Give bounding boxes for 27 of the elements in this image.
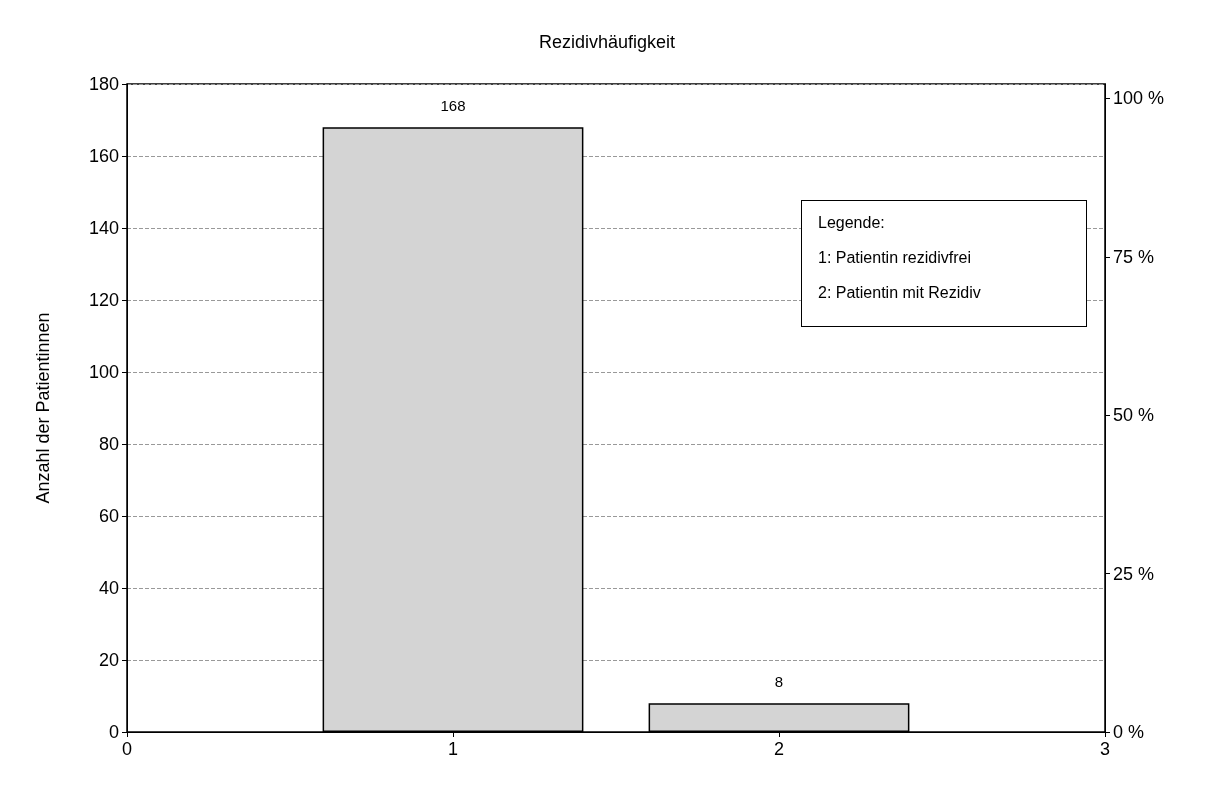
y-tick-label: 100: [88, 362, 119, 382]
y-tick-label: 160: [88, 146, 119, 166]
y-tick-label: 180: [88, 74, 119, 94]
y-tick-label: 40: [98, 578, 119, 598]
chart-title: Rezidivhäufigkeit: [538, 32, 676, 52]
annotation: 2: Patientin mit Rezidiv: [818, 283, 982, 302]
y-tick-label: 20: [98, 650, 119, 670]
y-axis-title: Anzahl der Patientinnen: [33, 312, 53, 504]
annotation: Legende:: [818, 213, 886, 232]
y-tick-label: 80: [98, 434, 119, 454]
x-tick-label: 2: [773, 739, 785, 759]
y2-tick-label: 0 %: [1113, 722, 1145, 742]
x-tick-label: 1: [447, 739, 459, 759]
y2-tick-label: 25 %: [1113, 563, 1155, 584]
y2-tick-label: 50 %: [1113, 405, 1155, 426]
text-box: Legende: 1: Patientin rezidivfrei 2: Patientin mit Rezidiv: [801, 200, 1087, 327]
annotation: 1: Patientin rezidivfrei: [818, 248, 972, 267]
y-tick-label: 60: [98, 506, 119, 526]
y-tick-label: 140: [88, 218, 119, 238]
data-label: 8: [774, 673, 784, 691]
y2-tick-label: 100 %: [1113, 88, 1165, 109]
x-tick-label: 0: [121, 739, 133, 759]
x-tick-label: 3: [1099, 739, 1111, 759]
data-label: 168: [440, 97, 466, 115]
y-tick-label: 0: [108, 722, 119, 742]
y-tick-label: 120: [88, 290, 119, 310]
y2-tick-label: 75 %: [1113, 246, 1155, 267]
